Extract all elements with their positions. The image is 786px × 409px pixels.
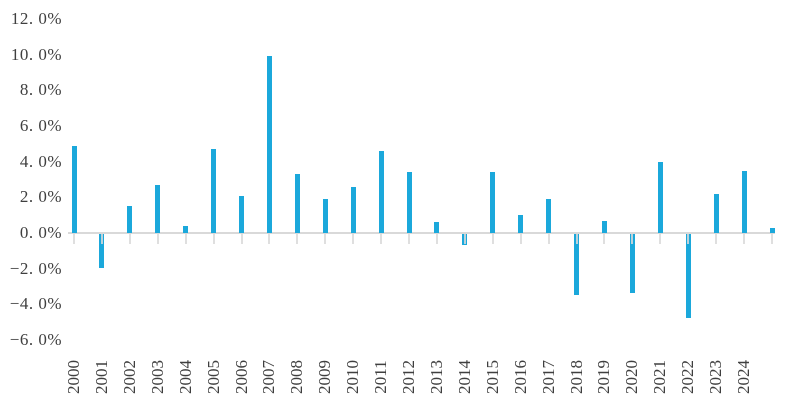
x-tick-label: 2009 <box>315 360 335 394</box>
x-tick-label: 2000 <box>64 360 83 394</box>
x-tick <box>631 234 634 244</box>
bar-2006 <box>239 195 245 233</box>
bar-2016 <box>518 215 524 233</box>
x-tick <box>240 234 243 244</box>
bar-2022 <box>685 234 691 318</box>
x-tick-label: 2017 <box>538 360 558 394</box>
y-tick-label: 2. 0% <box>19 187 62 207</box>
x-tick <box>743 234 746 244</box>
bar-2008 <box>294 174 300 233</box>
bar-2005 <box>211 149 217 233</box>
bar-2004 <box>183 225 189 233</box>
x-tick <box>491 234 494 244</box>
x-axis-line <box>68 232 775 234</box>
x-tick <box>575 234 578 244</box>
bar-2020 <box>629 234 635 293</box>
bar-2023 <box>713 193 719 233</box>
y-tick-label: 12. 0% <box>10 9 62 29</box>
bar-2003 <box>155 184 161 233</box>
x-tick <box>380 234 383 244</box>
x-tick <box>435 234 438 244</box>
x-tick-label: 2004 <box>175 360 195 394</box>
x-tick-label: 2011 <box>371 360 391 394</box>
x-tick-label: 2006 <box>231 360 251 394</box>
x-tick-label: 2019 <box>594 360 614 394</box>
x-tick <box>73 234 75 244</box>
x-tick <box>324 234 327 244</box>
x-tick-label: 2016 <box>510 360 530 394</box>
x-tick-label: 2010 <box>343 360 363 394</box>
x-tick <box>771 234 773 244</box>
bar-2019 <box>601 220 607 233</box>
bar-n26 <box>769 227 775 233</box>
x-tick <box>128 234 131 244</box>
x-tick <box>268 234 271 244</box>
bar-2010 <box>350 186 356 233</box>
bar-2017 <box>546 199 552 233</box>
y-tick-label: −2. 0% <box>9 258 62 278</box>
y-tick-label: −4. 0% <box>9 294 62 314</box>
bar-2002 <box>127 206 133 233</box>
x-tick <box>603 234 606 244</box>
x-tick <box>184 234 187 244</box>
y-tick-label: 0. 0% <box>19 223 62 242</box>
x-tick-label: 2023 <box>706 360 726 394</box>
bar-2011 <box>378 150 384 233</box>
x-tick-label: 2003 <box>147 360 167 394</box>
bar-2012 <box>406 172 412 233</box>
x-tick <box>408 234 411 244</box>
x-tick-label: 2015 <box>482 360 502 394</box>
y-tick-label: 8. 0% <box>19 80 62 100</box>
y-tick-label: 10. 0% <box>10 44 62 64</box>
x-tick-label: 2002 <box>119 360 139 394</box>
bar-2007 <box>266 56 272 233</box>
x-tick-label: 2008 <box>287 360 307 394</box>
x-tick <box>519 234 522 244</box>
x-tick-label: 2021 <box>650 360 670 394</box>
bar-2018 <box>574 234 580 295</box>
bar-2013 <box>434 222 440 233</box>
bar-2015 <box>490 172 496 233</box>
y-tick-label: 6. 0% <box>19 116 62 136</box>
x-tick <box>715 234 718 244</box>
x-tick-label: 2020 <box>622 360 642 394</box>
x-tick-label: 2013 <box>426 360 446 394</box>
x-tick-label: 2012 <box>399 360 419 394</box>
x-tick-label: 2005 <box>203 360 223 394</box>
x-tick-label: 2022 <box>678 360 698 394</box>
y-tick-label: −6. 0% <box>9 329 62 349</box>
x-tick <box>296 234 299 244</box>
x-tick <box>100 234 103 244</box>
y-tick-label: 4. 0% <box>19 151 62 171</box>
x-tick <box>547 234 550 244</box>
x-tick <box>463 234 466 244</box>
x-tick-label: 2024 <box>734 360 754 394</box>
bar-2000 <box>71 145 77 233</box>
bar-2001 <box>99 234 105 268</box>
x-tick-label: 2007 <box>259 360 279 394</box>
x-tick <box>156 234 159 244</box>
x-tick <box>659 234 662 244</box>
bar-2009 <box>322 199 328 233</box>
bar-2024 <box>741 170 747 233</box>
x-tick <box>352 234 355 244</box>
x-tick-label: 2018 <box>566 360 586 394</box>
bar-2021 <box>657 161 663 233</box>
x-tick <box>687 234 690 244</box>
x-tick <box>212 234 215 244</box>
x-tick-label: 2014 <box>454 360 474 394</box>
x-tick-label: 2001 <box>91 360 111 394</box>
